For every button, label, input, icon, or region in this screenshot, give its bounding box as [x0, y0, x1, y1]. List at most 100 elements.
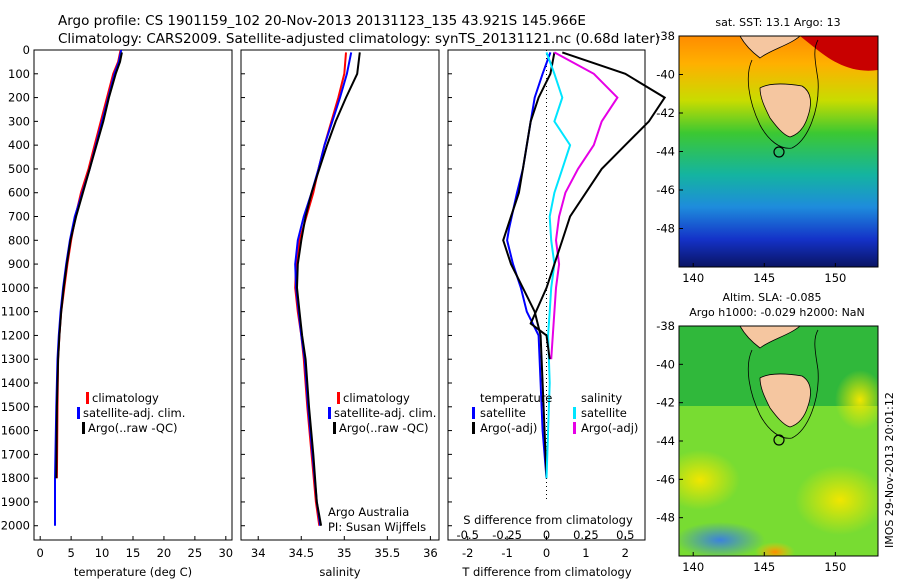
- sst-map-axes: 140 145 150 -38 -40 -42 -44 -46 -48: [656, 29, 846, 285]
- x2-tick-label: 0: [543, 528, 550, 542]
- temperature-xlabel: temperature (deg C): [74, 565, 192, 579]
- y-tick-label: 800: [8, 233, 30, 247]
- warm-eddy: [800, 36, 878, 71]
- series-line: [529, 51, 667, 360]
- y-tick-label: 200: [8, 91, 30, 105]
- tasmania: [759, 373, 811, 428]
- legend-title: salinity: [581, 391, 622, 405]
- series-line: [295, 52, 361, 526]
- series-line: [55, 52, 123, 479]
- x-tick-label: 20: [157, 546, 172, 560]
- y-tick-label: 1100: [1, 305, 30, 319]
- salinity-axes: [240, 49, 440, 541]
- x-tick-label: 15: [126, 546, 141, 560]
- salinity-xlabel: salinity: [319, 565, 360, 579]
- x-tick-label: 150: [824, 271, 846, 285]
- tasmania: [759, 83, 811, 138]
- argo-float-marker: [773, 146, 785, 158]
- x-tick-label: 145: [753, 560, 775, 574]
- y-tick-label: 600: [8, 186, 30, 200]
- x-tick-label: 34.5: [288, 546, 314, 560]
- x2-tick-label: 0.25: [573, 528, 599, 542]
- legend-label: climatology: [92, 391, 159, 405]
- sla-map: [679, 326, 878, 556]
- legend-label: Argo(-adj): [581, 421, 638, 435]
- legend-label: Argo(..raw -QC): [88, 421, 178, 435]
- legend-label: climatology: [343, 391, 410, 405]
- legend-swatch: [77, 407, 80, 419]
- x-tick-label: 25: [188, 546, 203, 560]
- y-tick-label: 1800: [1, 471, 30, 485]
- y-tick-label: -42: [656, 106, 675, 120]
- difference-legend-temperature: temperature satellite Argo(-adj): [472, 391, 552, 435]
- sla-title-line1: Altim. SLA: -0.085: [722, 291, 821, 304]
- mainland-coast: [679, 36, 801, 59]
- y-tick-label: 1600: [1, 424, 30, 438]
- y-tick-label: -48: [656, 511, 675, 525]
- y-tick-label: 1500: [1, 400, 30, 414]
- x-tick-label: 36: [423, 546, 438, 560]
- y-tick-label: -48: [656, 222, 675, 236]
- sla-title-line2: Argo h1000: -0.029 h2000: NaN: [689, 306, 865, 319]
- sla-map-axes: 140 145 150 -38 -40 -42 -44 -46 -48: [656, 319, 846, 574]
- y-tick-label: -46: [656, 472, 675, 486]
- y-tick-label: 1900: [1, 495, 30, 509]
- header-line2: Climatology: CARS2009. Satellite-adjuste…: [58, 31, 660, 47]
- legend-swatch: [82, 422, 85, 434]
- x2-tick-label: -0.5: [456, 528, 478, 542]
- legend-swatch: [333, 422, 336, 434]
- legend-swatch: [573, 407, 576, 419]
- sst-map: [679, 36, 878, 267]
- legend-title: temperature: [480, 391, 552, 405]
- y-tick-label: 2000: [1, 519, 30, 533]
- legend-swatch: [86, 392, 89, 404]
- x-tick-label: 34: [251, 546, 266, 560]
- legend-label: satellite: [581, 406, 627, 420]
- y-tick-label: 300: [8, 114, 30, 128]
- x-tick-label: 35.5: [375, 546, 401, 560]
- legend-label: satellite: [480, 406, 526, 420]
- x2-tick-label: 0.5: [616, 528, 634, 542]
- mainland-coast: [679, 326, 801, 349]
- difference-plot: -2 -1 0 1 2 -0.5 -0.25 0 0.25 0.5: [456, 50, 667, 560]
- sla-anomaly: [679, 522, 765, 556]
- series-line: [545, 52, 572, 479]
- sla-anomaly: [835, 370, 878, 430]
- imos-watermark: IMOS 29-Nov-2013 20:01:12: [883, 392, 896, 548]
- legend-label: satellite-adj. clim.: [83, 406, 185, 420]
- y-tick-label: -38: [656, 29, 675, 43]
- argo-australia-label: Argo Australia: [328, 505, 409, 519]
- y-tick-label: 1400: [1, 376, 30, 390]
- y-tick-label: 1700: [1, 447, 30, 461]
- argo-float-marker: [773, 434, 785, 446]
- x-tick-label: 145: [753, 271, 775, 285]
- y-tick-label: 900: [8, 257, 30, 271]
- x-tick-label: 140: [682, 271, 704, 285]
- y-tick-label: -44: [656, 145, 675, 159]
- series-line: [550, 51, 619, 360]
- series-line: [502, 52, 556, 479]
- sla-anomaly: [795, 465, 878, 535]
- difference-legend-salinity: salinity satellite Argo(-adj): [573, 391, 638, 435]
- header-line1: Argo profile: CS 1901159_102 20-Nov-2013…: [58, 13, 586, 29]
- sst-field: [679, 36, 878, 267]
- salinity-legend: climatology satellite-adj. clim. Argo(..…: [328, 391, 436, 435]
- legend-label: Argo(..raw -QC): [339, 421, 429, 435]
- legend-swatch: [472, 422, 475, 434]
- shelf-contour: [747, 329, 819, 439]
- y-tick-label: -38: [656, 319, 675, 333]
- legend-swatch: [328, 407, 331, 419]
- y-tick-label: 700: [8, 210, 30, 224]
- legend-swatch: [573, 422, 576, 434]
- y-tick-label: 0: [23, 43, 30, 57]
- y-tick-label: 500: [8, 162, 30, 176]
- series-line: [506, 52, 552, 479]
- sla-anomaly: [755, 542, 795, 556]
- x-tick-label: 10: [95, 546, 110, 560]
- s-diff-axis-label: S difference from climatology: [463, 513, 633, 527]
- x2-tick-label: -0.25: [492, 528, 522, 542]
- x-tick-label: -2: [462, 546, 473, 560]
- x-tick-label: 0: [543, 546, 550, 560]
- legend-label: satellite-adj. clim.: [334, 406, 436, 420]
- y-tick-label: -42: [656, 396, 675, 410]
